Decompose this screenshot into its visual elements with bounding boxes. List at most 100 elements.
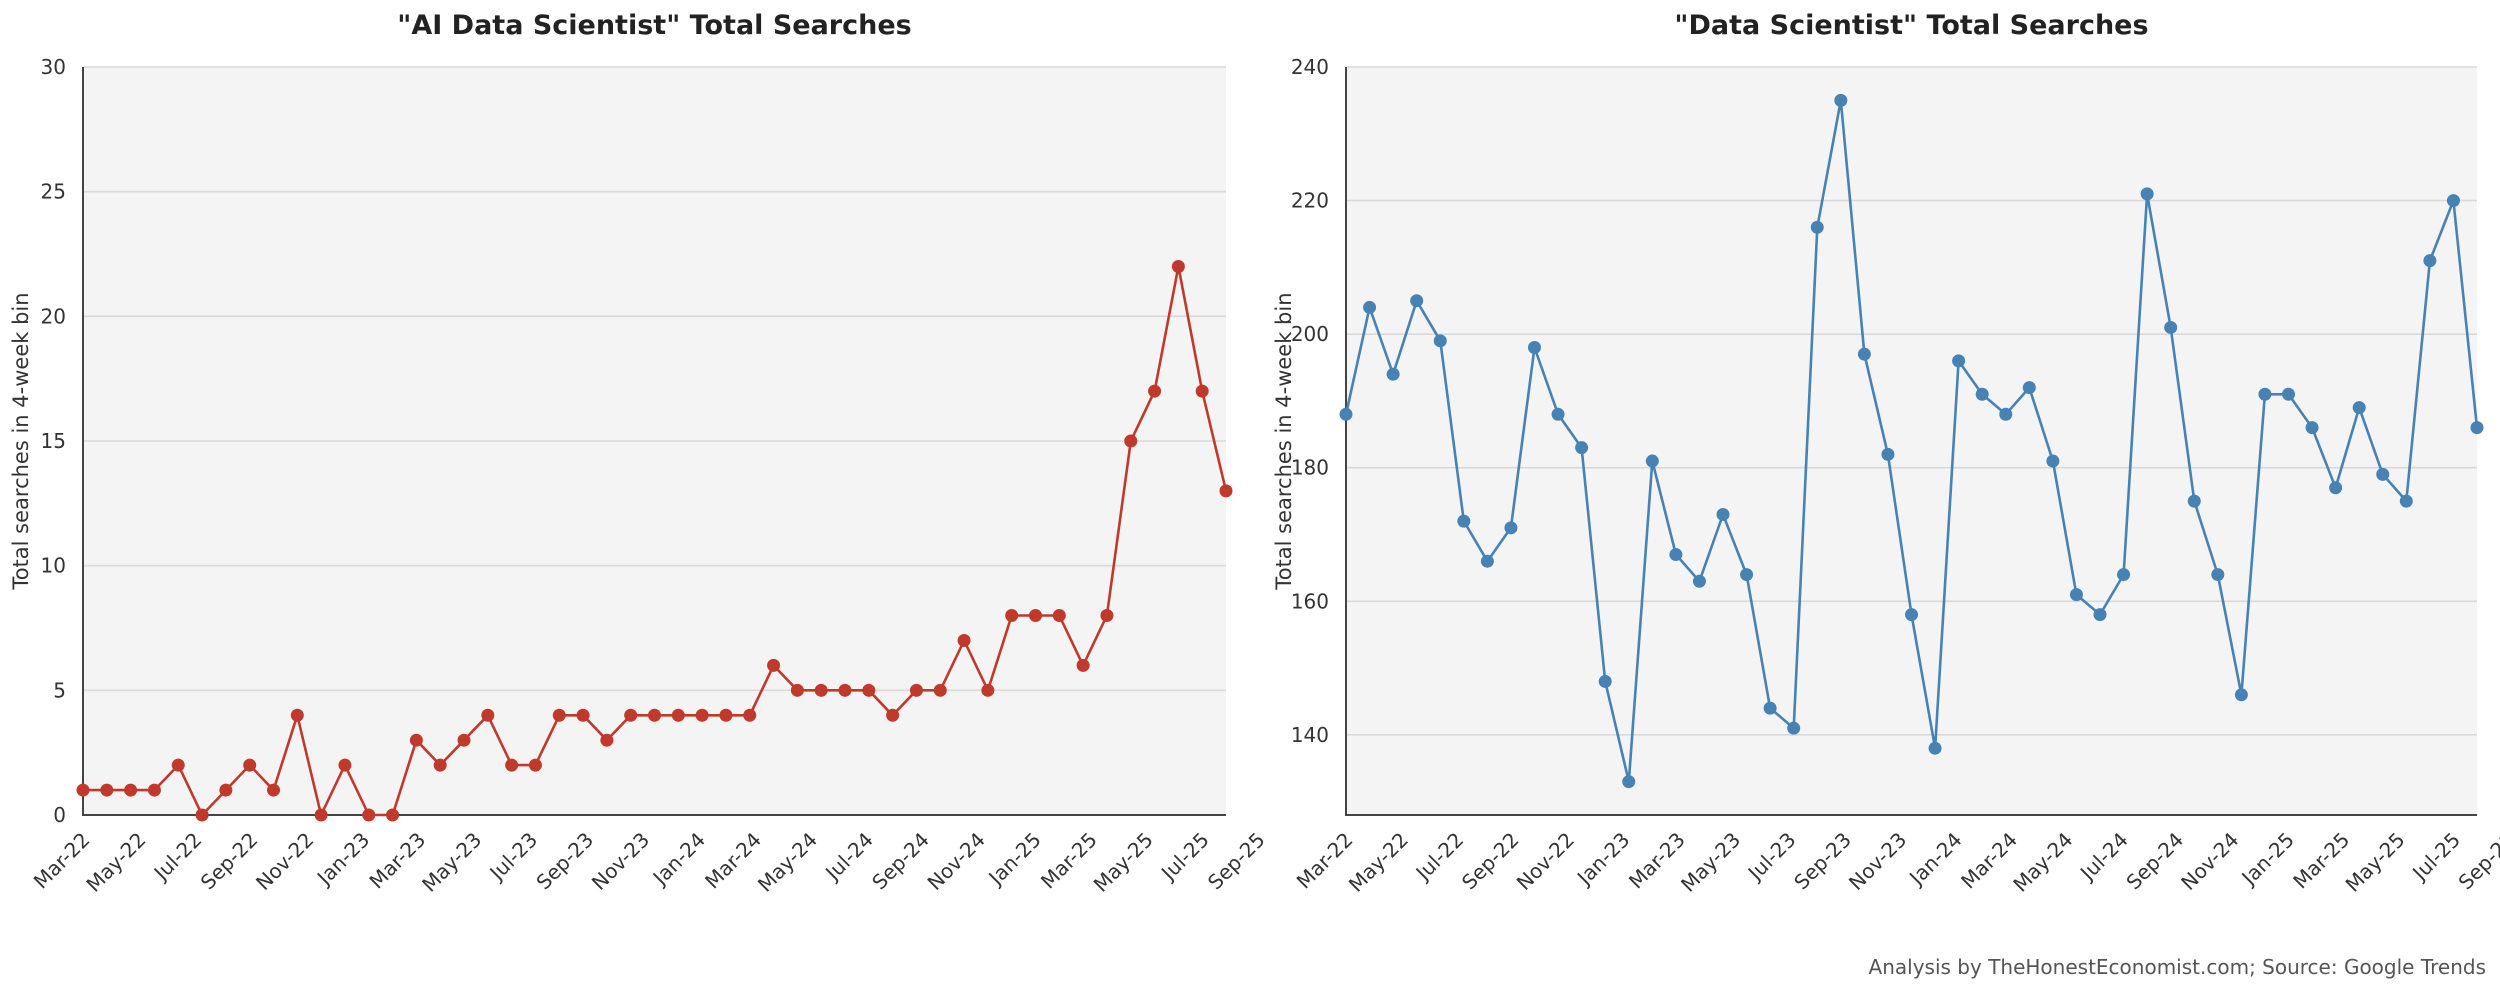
y-tick-label: 0	[53, 803, 66, 827]
x-tick-label: Nov-23	[1844, 828, 1911, 895]
data-point	[1171, 259, 1185, 273]
x-tick-label: Nov-24	[2176, 828, 2243, 895]
data-point	[1528, 341, 1541, 354]
data-point	[1052, 609, 1066, 623]
y-tick-label: 220	[1291, 189, 1329, 213]
data-point	[790, 683, 804, 697]
data-point	[267, 783, 280, 797]
x-tick-label: Jan-23	[311, 828, 374, 891]
data-point	[838, 683, 852, 697]
chart-1: 051015202530Mar-22May-22Jul-22Sep-22Nov-…	[9, 10, 1270, 897]
data-point	[171, 758, 185, 772]
data-point	[1740, 568, 1754, 582]
data-point	[1551, 407, 1565, 421]
x-tick-label: Nov-23	[587, 828, 654, 895]
x-tick-label: May-24	[753, 828, 822, 897]
data-point	[1504, 521, 1518, 535]
data-point	[338, 758, 352, 772]
data-point	[1100, 609, 1114, 623]
data-point	[2046, 454, 2060, 468]
data-point	[1598, 674, 1612, 688]
x-tick-label: Sep-25	[2454, 828, 2500, 895]
data-point	[528, 758, 542, 772]
x-tick-label: May-25	[1089, 828, 1158, 897]
data-point	[1881, 447, 1895, 461]
data-point	[2470, 421, 2484, 435]
source-credit: Analysis by TheHonestEconomist.com; Sour…	[1868, 955, 2486, 979]
y-tick-label: 20	[41, 304, 66, 328]
data-point	[2211, 568, 2225, 582]
x-tick-label: Sep-22	[1457, 828, 1524, 895]
data-point	[2140, 187, 2154, 201]
y-tick-label: 200	[1291, 322, 1329, 346]
data-point	[409, 733, 423, 747]
data-point	[1669, 548, 1683, 562]
data-point	[1905, 608, 1918, 622]
data-point	[1834, 93, 1848, 107]
data-point	[362, 808, 376, 822]
x-tick-label: May-23	[417, 828, 486, 897]
data-point	[648, 708, 661, 722]
data-point	[2187, 494, 2201, 508]
data-point	[671, 708, 685, 722]
data-point	[1005, 609, 1019, 623]
data-point	[600, 733, 614, 747]
data-point	[2022, 381, 2036, 395]
x-tick-label: May-22	[81, 828, 150, 897]
data-point	[1410, 294, 1424, 308]
data-point	[1857, 347, 1871, 361]
data-point	[147, 783, 161, 797]
y-tick-label: 180	[1291, 456, 1329, 480]
x-tick-label: Jan-23	[1571, 828, 1634, 891]
data-point	[767, 658, 781, 672]
x-tick-label: May-22	[1344, 828, 1413, 897]
data-point	[719, 708, 733, 722]
data-point	[1810, 220, 1824, 234]
data-point	[1716, 507, 1730, 521]
data-point	[76, 783, 90, 797]
x-tick-label: Nov-24	[923, 828, 990, 895]
data-point	[1363, 300, 1377, 314]
data-point	[2117, 568, 2131, 582]
data-point	[909, 683, 923, 697]
data-point	[457, 733, 471, 747]
data-point	[1076, 658, 1090, 672]
x-tick-label: Jan-24	[647, 828, 710, 891]
data-point	[1999, 407, 2013, 421]
x-tick-label: Sep-23	[531, 828, 598, 895]
x-tick-label: Nov-22	[1512, 828, 1579, 895]
x-tick-label: Jan-25	[983, 828, 1046, 891]
x-tick-label: Sep-24	[867, 828, 934, 895]
chart-title: "Data Scientist" Total Searches	[1674, 10, 2148, 41]
x-tick-label: Sep-24	[2121, 828, 2188, 895]
y-tick-label: 15	[41, 429, 66, 453]
data-point	[1692, 574, 1706, 588]
data-point	[2352, 401, 2366, 415]
data-point	[1952, 354, 1966, 368]
data-point	[2093, 608, 2107, 622]
data-point	[1148, 384, 1162, 398]
data-point	[1457, 514, 1471, 528]
x-tick-label: Jan-24	[1903, 828, 1966, 891]
y-tick-label: 30	[41, 55, 66, 79]
data-point	[290, 708, 304, 722]
x-tick-label: Nov-22	[251, 828, 318, 895]
data-point	[1195, 384, 1209, 398]
data-point	[981, 683, 995, 697]
data-point	[695, 708, 709, 722]
x-tick-label: Sep-22	[196, 828, 263, 895]
data-point	[1339, 407, 1353, 421]
data-point	[1386, 367, 1400, 381]
data-point	[1928, 741, 1942, 755]
data-point	[481, 708, 495, 722]
data-point	[2069, 588, 2083, 602]
data-point	[1763, 701, 1777, 715]
data-point	[743, 708, 757, 722]
data-point	[314, 808, 328, 822]
data-point	[576, 708, 590, 722]
y-tick-label: 160	[1291, 589, 1329, 613]
data-point	[433, 758, 447, 772]
data-point	[2329, 481, 2343, 495]
data-point	[1645, 454, 1659, 468]
